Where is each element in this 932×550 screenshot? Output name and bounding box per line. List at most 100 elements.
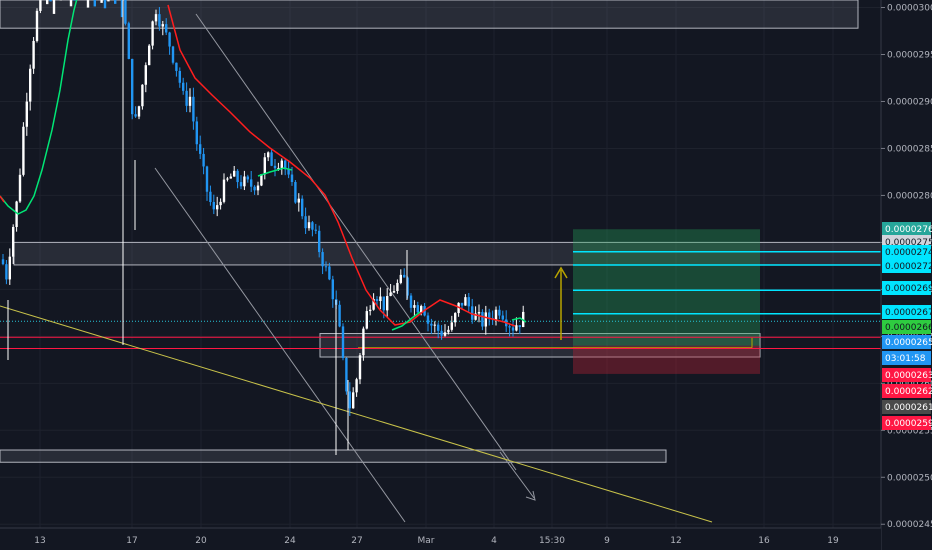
time-tick-label: 16	[758, 536, 770, 546]
price-tick-label: 0.00003000	[887, 4, 932, 14]
price-tag-label: 0.00002594	[885, 419, 932, 429]
candle-body	[338, 304, 341, 327]
candle-body	[467, 297, 470, 307]
candle-body	[403, 274, 406, 278]
candle-body	[501, 315, 504, 320]
time-tick-label: 4	[491, 536, 497, 546]
candle-body	[263, 157, 266, 175]
candle-body	[144, 65, 147, 85]
candle-body	[86, 0, 90, 8]
candle-body	[15, 201, 18, 227]
candle-body	[426, 315, 430, 324]
candle-body	[508, 326, 511, 328]
candle-body	[103, 0, 107, 9]
candle-body	[124, 0, 127, 24]
candle-body	[352, 392, 355, 409]
price-tick-label: 0.00002550	[887, 426, 932, 436]
red-ema-line-start	[0, 195, 5, 203]
candle-body	[171, 46, 175, 63]
time-tick-label: 24	[284, 536, 296, 546]
candle-body	[69, 0, 73, 7]
price-tag	[882, 384, 931, 398]
green-ma-segment	[511, 317, 527, 323]
candle-body	[270, 152, 273, 166]
price-tag-label: 0.00002614	[885, 403, 932, 413]
price-tag-label: 0.00002726	[885, 262, 932, 272]
candle-body	[107, 0, 110, 2]
price-tag-label: 0.00002674	[885, 308, 932, 318]
price-tick-label: 0.00002450	[887, 520, 932, 530]
candle-body	[399, 274, 402, 283]
candle-body	[182, 82, 185, 91]
trend-lines[interactable]	[0, 13, 713, 523]
channel-line-lower	[154, 167, 406, 523]
candle-body	[137, 106, 141, 117]
candle-body	[199, 144, 202, 154]
price-tag-label: 0.00002764	[885, 225, 932, 235]
diagonal-support-line	[0, 305, 713, 523]
loss-area	[573, 345, 760, 374]
price-tag	[882, 281, 931, 295]
candle-body	[188, 96, 192, 106]
green-ma-segment	[391, 311, 421, 331]
candle-body	[484, 312, 487, 327]
candle-body	[127, 23, 130, 59]
candle-body	[464, 297, 467, 306]
candle-body	[518, 325, 521, 328]
candle-body	[460, 302, 464, 306]
candle-body	[494, 309, 498, 320]
projection-arrowhead	[525, 490, 536, 501]
candle-body	[447, 329, 450, 333]
candle-body	[321, 252, 324, 267]
price-tag	[882, 351, 931, 365]
candle-body	[209, 191, 212, 203]
candle-body	[49, 0, 52, 2]
candle-body	[192, 96, 195, 122]
price-tag-label: 0.00002626	[885, 387, 932, 397]
price-tag	[882, 335, 931, 349]
candle-body	[175, 62, 178, 71]
candle-body	[365, 311, 368, 329]
price-tag-label: 0.00002654	[885, 338, 932, 348]
candle-body	[331, 279, 334, 300]
candle-body	[389, 292, 392, 297]
red-ema-line	[167, 4, 516, 327]
zone-lower-support	[0, 449, 667, 463]
candle-body	[409, 295, 413, 308]
candle-body	[100, 0, 103, 3]
time-axis[interactable]: 13 17 20 24 27 Mar 4 15:30 9 12 16 19	[0, 527, 881, 550]
price-tag	[882, 222, 931, 236]
candle-body	[477, 312, 481, 314]
price-tag-label: 0.00002639	[885, 371, 932, 381]
candle-body	[396, 282, 399, 292]
candle-body	[318, 230, 321, 253]
price-axis[interactable]: 0.00003000 0.00002950 0.00002900 0.00002850…	[880, 0, 932, 550]
candle-body	[148, 45, 151, 66]
price-tag	[882, 245, 931, 259]
candle-body	[253, 186, 256, 191]
candle-body	[222, 179, 226, 202]
candle-body	[46, 0, 49, 5]
candle-body	[488, 312, 491, 319]
long-position-tool[interactable]	[358, 229, 760, 374]
price-tag	[882, 416, 931, 430]
price-axis-bg	[881, 0, 932, 550]
candle-body	[273, 165, 277, 169]
green-ma-line	[0, 0, 78, 215]
candle-body	[511, 327, 515, 331]
time-tick-label: 27	[351, 536, 362, 546]
candle-body	[239, 182, 243, 187]
candle-body	[515, 325, 518, 331]
candle-body	[324, 266, 328, 268]
candle-body	[498, 309, 501, 316]
candle-body	[131, 58, 134, 115]
candle-body	[481, 312, 484, 327]
price-tick-label: 0.00002900	[887, 97, 932, 107]
price-tick-label: 0.00002850	[887, 144, 932, 154]
candle-body	[39, 0, 42, 11]
candle-body	[8, 256, 11, 280]
candle-body	[471, 306, 474, 320]
candle-body	[73, 0, 76, 1]
chart-zones	[0, 0, 882, 463]
